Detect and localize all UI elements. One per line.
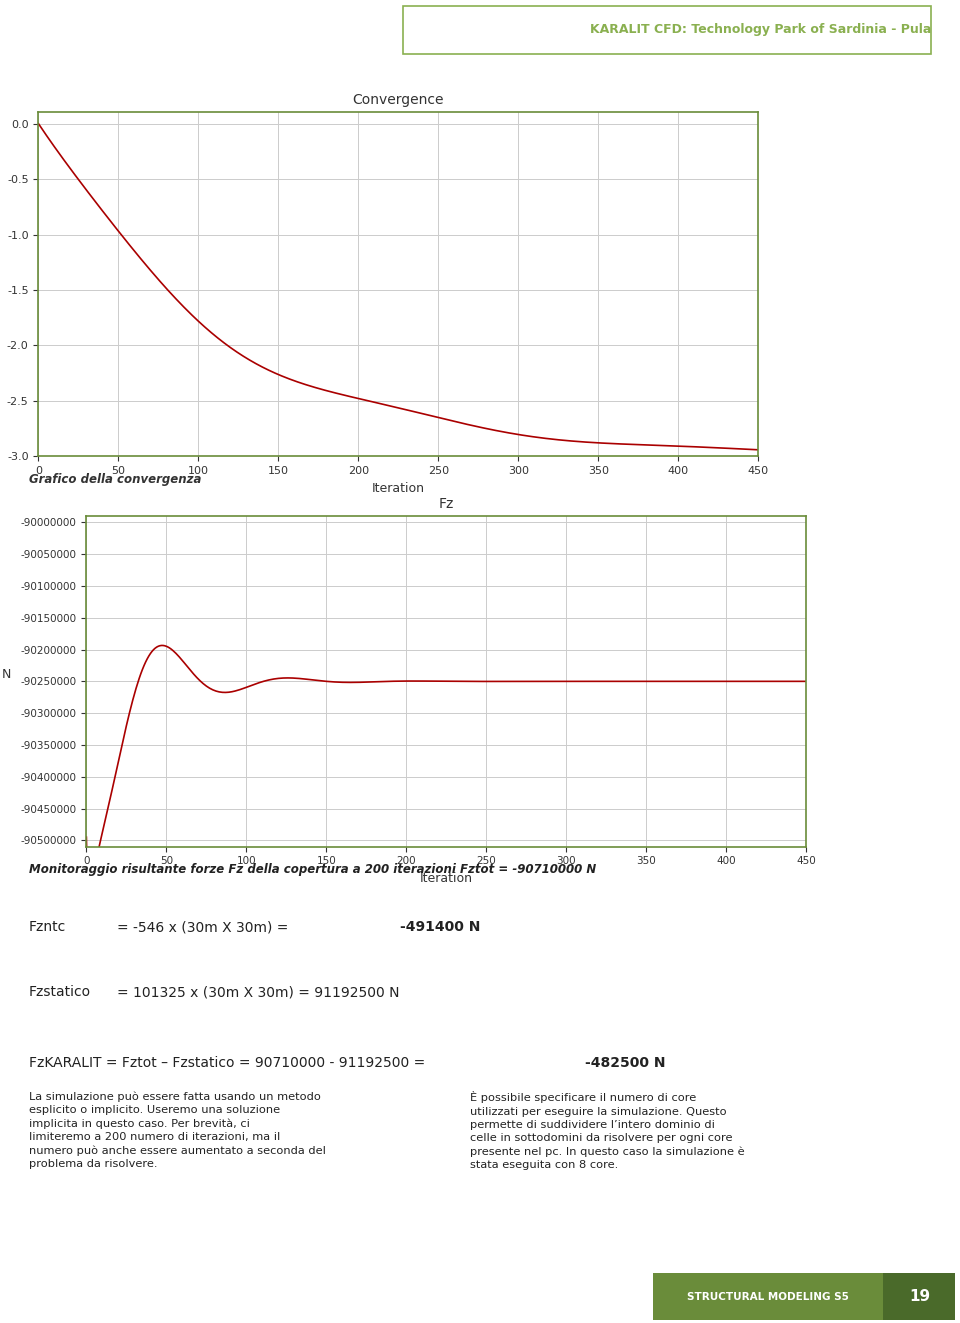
FancyBboxPatch shape [883, 1273, 955, 1320]
Text: -482500 N: -482500 N [586, 1056, 665, 1069]
FancyBboxPatch shape [653, 1273, 883, 1320]
Text: -491400 N: -491400 N [399, 921, 480, 934]
Text: KARALIT CFD: Technology Park of Sardinia - Pula: KARALIT CFD: Technology Park of Sardinia… [589, 24, 931, 36]
Text: FzKARALIT = Fztot – Fzstatico = 90710000 - 91192500 =: FzKARALIT = Fztot – Fzstatico = 90710000… [29, 1056, 429, 1069]
X-axis label: Iteration: Iteration [372, 482, 425, 495]
Text: STRUCTURAL MODELING S5: STRUCTURAL MODELING S5 [687, 1291, 849, 1302]
Text: La simulazione può essere fatta usando un metodo
esplicito o implicito. Useremo : La simulazione può essere fatta usando u… [29, 1091, 325, 1170]
Text: Fzstatico: Fzstatico [29, 986, 91, 999]
Title: Fz: Fz [439, 496, 454, 511]
Text: = 101325 x (30m X 30m) = 91192500 N: = 101325 x (30m X 30m) = 91192500 N [117, 986, 399, 999]
Title: Convergence: Convergence [352, 93, 444, 107]
Text: È possibile specificare il numero di core
utilizzati per eseguire la simulazione: È possibile specificare il numero di cor… [470, 1091, 745, 1170]
Text: Fzntc: Fzntc [29, 921, 66, 934]
Text: 19: 19 [909, 1289, 930, 1304]
X-axis label: Iteration: Iteration [420, 872, 473, 885]
Y-axis label: N: N [2, 668, 12, 681]
Text: Grafico della convergenza: Grafico della convergenza [29, 474, 202, 486]
Y-axis label: x-momentum: x-momentum [0, 242, 1, 327]
Text: Monitoraggio risultante forze Fz della copertura a 200 iterazioni Fztot = -90710: Monitoraggio risultante forze Fz della c… [29, 864, 596, 876]
Text: = -546 x (30m X 30m) =: = -546 x (30m X 30m) = [117, 921, 293, 934]
